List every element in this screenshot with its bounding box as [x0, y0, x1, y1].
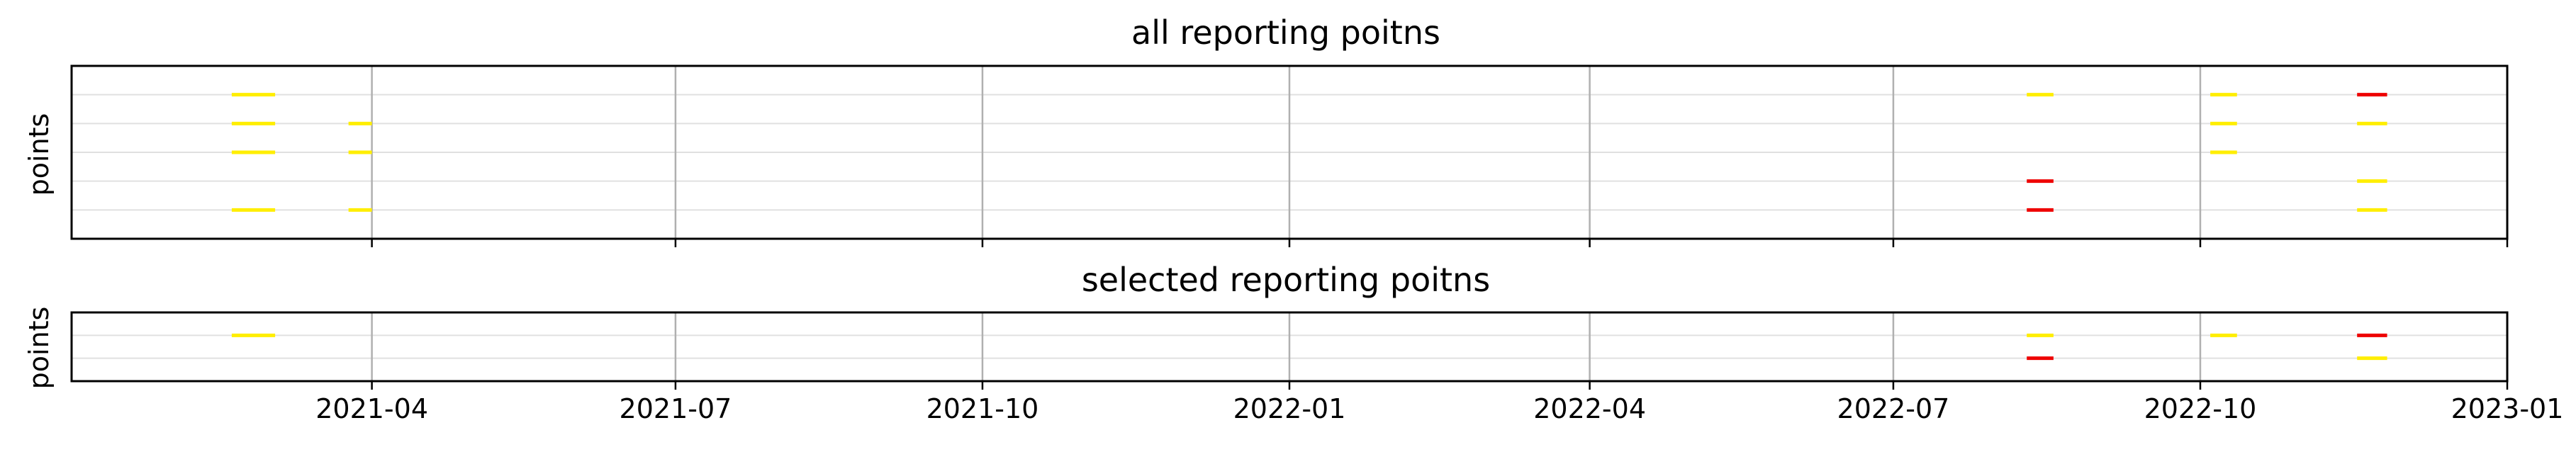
- panel-2-title: selected reporting poitns: [1082, 261, 1490, 299]
- x-tick-label: 2022-07: [1837, 393, 1950, 424]
- x-tick-label: 2021-10: [926, 393, 1039, 424]
- x-tick-label: 2021-04: [315, 393, 428, 424]
- x-tick-label: 2022-10: [2144, 393, 2257, 424]
- panel-2-ylabel: points: [23, 307, 55, 390]
- x-tick-label: 2022-01: [1233, 393, 1346, 424]
- x-tick-label: 2022-04: [1533, 393, 1646, 424]
- panel-1-title: all reporting poitns: [1131, 13, 1440, 52]
- x-tick-label: 2021-07: [620, 393, 732, 424]
- panel-1-ylabel: points: [23, 113, 55, 196]
- panel-1-plot-area: [70, 64, 2509, 247]
- panel-2-plot-area: 2021-04 2021-07 2021-10 2022-01 2022-04 2022-…: [70, 311, 2564, 424]
- x-tick-label: 2023-01: [2451, 393, 2564, 424]
